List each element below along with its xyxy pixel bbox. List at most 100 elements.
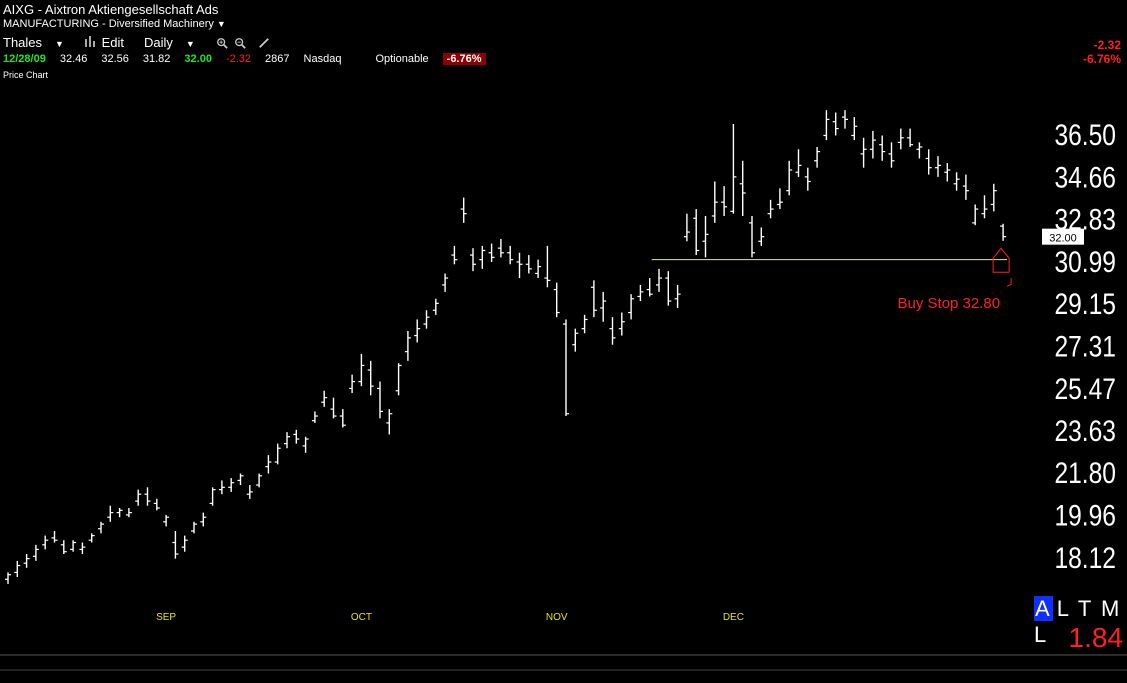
y-tick-label: 18.12 [1054,541,1116,575]
zoom-in-icon[interactable] [215,37,229,49]
quote-close: 32.00 [184,53,212,65]
ohlc-bar [581,314,588,334]
industry-label: MANUFACTURING - Diversified Machinery [3,18,214,30]
ohlc-bar [321,390,328,407]
industry-line: MANUFACTURING - Diversified Machinery ▼ [3,18,226,30]
y-tick-label: 23.63 [1054,414,1116,448]
ohlc-bar [479,245,486,269]
ohlc-bar [432,298,439,315]
ohlc-bar [414,319,421,343]
industry-dropdown-icon[interactable]: ▼ [216,19,226,29]
ohlc-bar [470,248,476,272]
ohlc-bar [488,243,495,262]
ohlc-bar [1000,223,1007,241]
ohlc-bar [423,310,430,329]
month-label: NOV [546,612,568,623]
x-axis-ticks: SEP OCT NOV DEC [156,612,744,623]
ohlc-bar [404,330,411,361]
ohlc-bar [51,531,58,543]
user-menu[interactable]: Thales ▼ [3,35,74,50]
ohlc-bar [116,508,123,518]
ohlc-bar [860,137,867,168]
interval-select[interactable]: Daily ▼ [144,35,205,50]
ohlc-bar [460,197,467,223]
quote-low: 31.82 [142,53,171,65]
quote-date: 12/28/09 [3,53,46,65]
quote-change: -2.32 [225,53,252,65]
user-menu-label: Thales [3,35,43,50]
buy-stop-arrow-icon [992,247,1010,273]
ohlc-bar [656,268,662,292]
ohlc-bar [851,117,858,141]
quote-open: 32.46 [59,53,88,65]
ohlc-bar [637,284,644,302]
quote-line: 12/28/09 32.46 32.56 31.82 32.00 -2.32 2… [3,53,500,65]
ohlc-bar [32,544,39,561]
ohlc-bar [907,128,914,147]
quote-volume: 2867 [265,53,290,65]
optionable-label: Optionable [375,53,429,65]
interval-chevron-icon: ▼ [185,39,195,49]
ohlc-bar [237,473,244,486]
price-chart-label: Price Chart [3,70,49,80]
ohlc-bar [990,183,997,212]
quote-high: 32.56 [101,53,129,65]
ohlc-bar [804,167,811,191]
ohlc-bar [507,245,514,265]
ohlc-bar [70,540,77,552]
ohlc-bar [516,252,523,279]
ohlc-bar [776,188,783,210]
ohlc-bar [125,508,132,518]
ohlc-bars [5,110,1007,584]
ohlc-bar [618,312,625,336]
last-price-marker: 32.00 [1042,228,1084,245]
ohlc-bar [451,245,458,265]
edit-button[interactable]: Edit [84,35,134,50]
ohlc-bar [23,554,30,568]
buy-stop-hook [1006,278,1012,287]
y-tick-label: 25.47 [1054,371,1116,405]
ohlc-bar [897,128,904,150]
ohlc-bar [14,560,21,578]
ohlc-bar [330,397,337,419]
ohlc-bar [293,429,300,444]
ohlc-bar [730,123,737,214]
ohlc-bar [795,149,802,177]
company-name: Aixtron Aktiengesellschaft Ads [44,2,219,17]
ohlc-bar [256,473,263,488]
ohlc-bar [218,480,225,495]
draw-line-icon[interactable] [257,37,271,49]
ohlc-bar [386,409,393,435]
ohlc-bar [935,156,941,177]
ohlc-bar [786,160,793,196]
y-tick-label: 19.96 [1054,498,1116,532]
bar-chart-icon [84,36,95,47]
ohlc-bar [191,521,197,534]
zoom-out-icon[interactable] [233,37,247,49]
ohlc-bar [98,521,104,534]
y-tick-label: 27.31 [1054,329,1116,363]
ohlc-bar [246,485,253,499]
ohlc-bar [163,514,170,527]
ohlc-bar [339,409,346,428]
toolbar: Thales ▼ Edit Daily ▼ [3,35,271,50]
y-tick-label: 36.50 [1054,118,1116,152]
ohlc-bar [88,533,95,543]
ohlc-bar [767,199,774,219]
ohlc-bar [228,478,235,492]
ohlc-bar [563,319,569,417]
y-tick-label: 34.66 [1054,160,1116,194]
ohlc-bar [609,317,616,345]
atml-a[interactable]: A [1034,596,1053,621]
ohlc-bar [274,443,281,465]
support-layer: Buy Stop 32.80 [651,247,1012,312]
ohlc-bar [572,328,579,352]
ohlc-bar [944,163,951,182]
ohlc-bar [916,142,923,159]
ohlc-bar [721,186,728,216]
ohlc-bar [5,572,11,584]
ohlc-bar [749,215,755,258]
ohlc-bar [181,535,188,552]
